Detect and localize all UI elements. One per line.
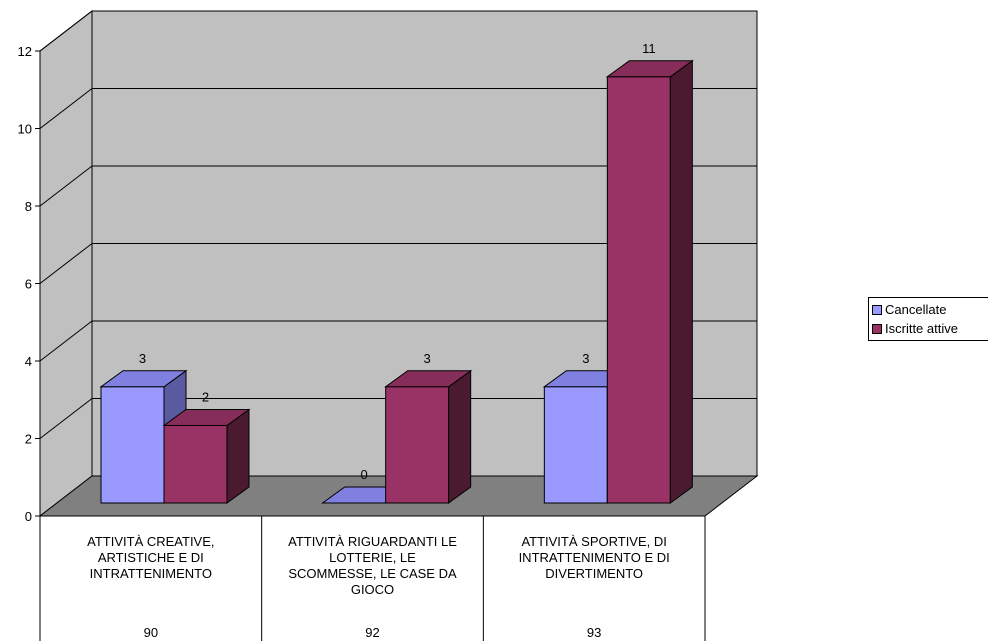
legend: Cancellate Iscritte attive	[868, 297, 988, 341]
y-tick-label: 0	[25, 509, 32, 524]
category-label-line: ARTISTICHE E DI	[98, 550, 204, 565]
bar-front	[543, 386, 608, 504]
gridline-side	[39, 243, 93, 284]
legend-swatch-iscritte-attive	[872, 323, 882, 334]
data-label: 2	[202, 390, 209, 405]
gridline-side	[39, 10, 93, 52]
gridline-side	[39, 398, 93, 439]
bar-top	[99, 370, 188, 388]
category-label: ATTIVITÀ RIGUARDANTI LE LOTTERIE, LE SCOMM…	[288, 534, 457, 597]
category-label-line: INTRATTENIMENTO	[90, 566, 212, 581]
data-label: 3	[582, 351, 589, 366]
y-tick-label: 10	[18, 122, 32, 137]
bar-front	[163, 425, 228, 504]
gridline-side	[39, 88, 93, 129]
bar-90-iscritte-attive	[162, 408, 251, 504]
legend-item-cancellate: Cancellate	[872, 300, 988, 319]
category-label: ATTIVITÀ SPORTIVE, DI INTRATTENIMENTO E D…	[519, 534, 670, 581]
data-label: 11	[642, 41, 656, 56]
y-tick-label: 8	[25, 199, 32, 214]
bar-top	[384, 370, 473, 388]
bar-top	[605, 60, 694, 78]
y-tick-label: 2	[25, 432, 32, 447]
bar-front	[385, 386, 450, 504]
category-code: 90	[144, 625, 158, 640]
legend-item-iscritte-attive: Iscritte attive	[872, 319, 988, 338]
data-label: 0	[361, 467, 368, 482]
category-label-line: ATTIVITÀ SPORTIVE, DI	[521, 534, 666, 549]
legend-swatch-cancellate	[872, 304, 882, 315]
bar-front	[606, 76, 671, 504]
bar-front	[100, 386, 165, 504]
category-label-line: ATTIVITÀ RIGUARDANTI LE	[288, 534, 457, 549]
category-label-line: GIOCO	[351, 582, 394, 597]
category-label-line: ATTIVITÀ CREATIVE,	[87, 534, 214, 549]
category-label-line: INTRATTENIMENTO E DI	[519, 550, 670, 565]
category-code: 92	[365, 625, 379, 640]
y-tick-label: 6	[25, 277, 32, 292]
bar-side	[669, 59, 693, 504]
y-axis: 0 2 4 6 8 10 12	[18, 44, 41, 524]
data-labels: 3 2 0 3 3 11	[139, 41, 656, 482]
bar-top	[162, 409, 251, 426]
bars	[99, 59, 694, 504]
bar-92-iscritte-attive	[384, 369, 473, 504]
data-label: 3	[139, 351, 146, 366]
category-table: ATTIVITÀ CREATIVE, ARTISTICHE E DI INTRATT…	[39, 515, 706, 641]
bar-side	[448, 369, 472, 504]
category-label-line: LOTTERIE, LE	[329, 550, 416, 565]
legend-label-cancellate: Cancellate	[885, 302, 947, 317]
category-label: ATTIVITÀ CREATIVE, ARTISTICHE E DI INTRATT…	[87, 534, 214, 581]
category-label-line: SCOMMESSE, LE CASE DA	[288, 566, 457, 581]
gridline-side	[39, 165, 93, 207]
y-tick-label: 12	[18, 44, 32, 59]
category-label-line: DIVERTIMENTO	[545, 566, 643, 581]
category-code: 93	[587, 625, 601, 640]
y-tick-label: 4	[25, 354, 32, 369]
legend-label-iscritte-attive: Iscritte attive	[885, 321, 958, 336]
bar-93-iscritte-attive	[605, 59, 694, 504]
data-label: 3	[424, 351, 431, 366]
gridline-side	[39, 320, 93, 362]
